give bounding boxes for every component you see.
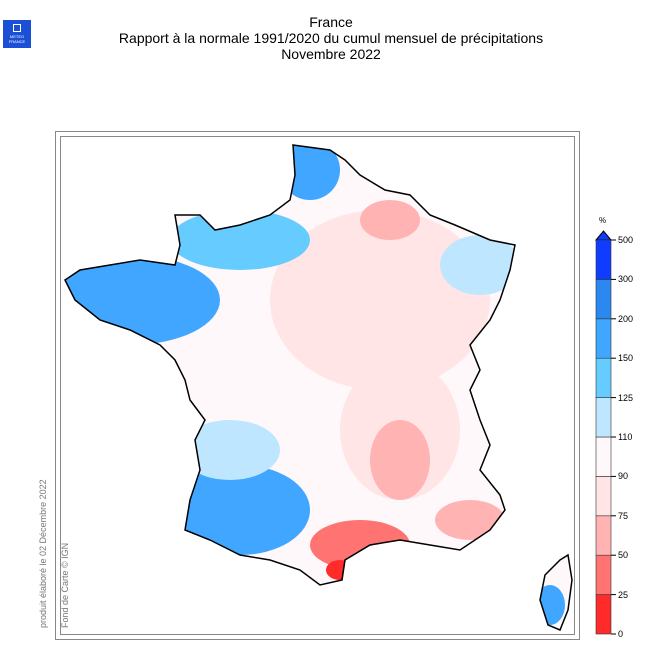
color-scale-label: 50 bbox=[618, 550, 629, 561]
meteo-france-logo: METEO FRANCE bbox=[3, 20, 31, 48]
legend-unit: % bbox=[599, 216, 607, 225]
precipitation-ratio-field bbox=[65, 145, 572, 630]
basemap-credit: Fond de Carte © IGN bbox=[60, 542, 70, 628]
map-title: France Rapport à la normale 1991/2020 du… bbox=[0, 14, 662, 62]
color-scale-label: 200 bbox=[618, 313, 634, 324]
color-scale-bin bbox=[595, 476, 612, 517]
title-period: Novembre 2022 bbox=[281, 46, 381, 62]
color-scale-bin bbox=[595, 357, 612, 398]
title-description: Rapport à la normale 1991/2020 du cumul … bbox=[118, 30, 544, 46]
color-scale-label: 75 bbox=[618, 510, 629, 521]
map-frame bbox=[55, 131, 580, 640]
color-scale-label: 125 bbox=[618, 392, 634, 403]
title-region: France bbox=[309, 14, 353, 30]
color-scale-bin bbox=[595, 436, 612, 477]
map-frame-inner bbox=[60, 136, 575, 635]
color-scale-bin bbox=[595, 515, 612, 556]
production-date-credit: produit élaboré le 02 Décembre 2022 bbox=[38, 479, 48, 628]
overflow-arrow-icon bbox=[594, 230, 613, 241]
logo-mark-icon bbox=[13, 24, 21, 32]
corsica-outline bbox=[539, 553, 573, 631]
color-scale-bin bbox=[595, 397, 612, 438]
color-scale bbox=[594, 230, 616, 635]
color-scale-label: 500 bbox=[618, 235, 634, 245]
color-scale-label: 90 bbox=[618, 471, 629, 482]
color-scale-bin bbox=[595, 554, 612, 595]
color-scale-label: 25 bbox=[618, 589, 629, 600]
color-scale-label: 300 bbox=[618, 274, 634, 285]
color-scale-bin bbox=[595, 279, 612, 320]
color-scale-label: 0 bbox=[618, 629, 624, 639]
color-scale-bin bbox=[595, 594, 612, 635]
color-scale-label: 150 bbox=[618, 353, 634, 364]
logo-text: METEO bbox=[9, 34, 25, 39]
color-scale-bin bbox=[595, 239, 612, 280]
logo-text: FRANCE bbox=[8, 39, 26, 44]
color-scale-bin bbox=[595, 318, 612, 359]
color-scale-label: 110 bbox=[618, 432, 633, 442]
